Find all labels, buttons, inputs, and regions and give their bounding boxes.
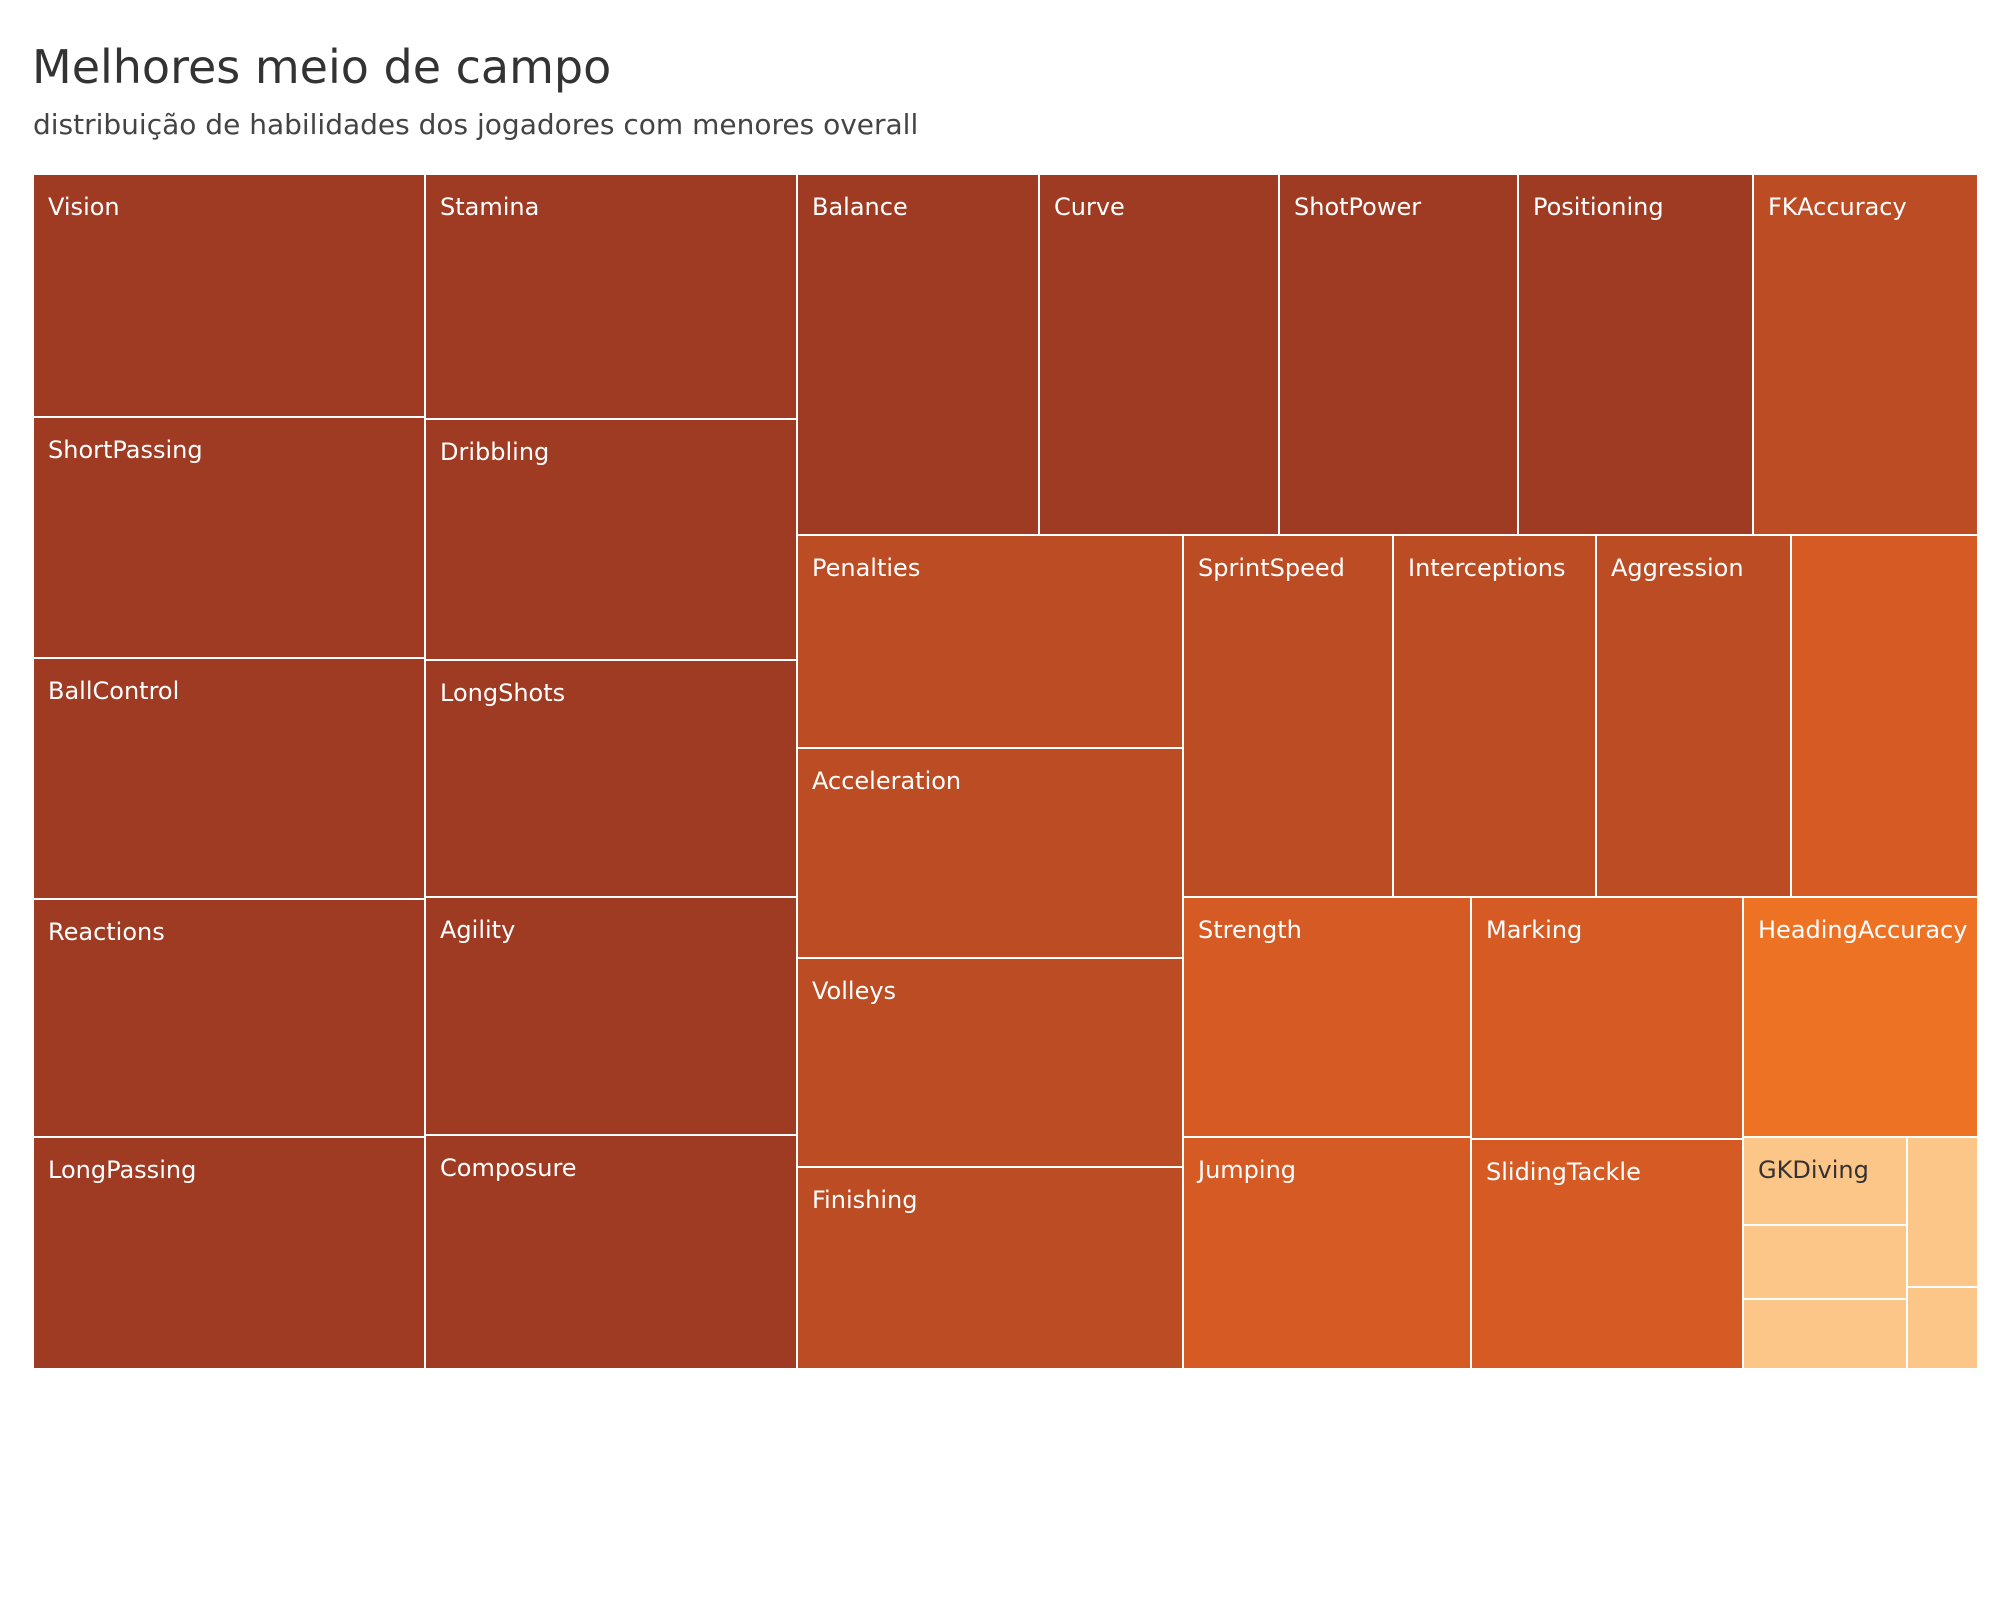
- treemap-cell-rect: [32, 657, 426, 900]
- treemap-cell-curve[interactable]: Curve: [1038, 173, 1280, 536]
- treemap-cell-label: Volleys: [812, 977, 896, 1005]
- treemap-cell-label: Acceleration: [812, 767, 961, 795]
- treemap-cell-longpassing[interactable]: LongPassing: [32, 1136, 426, 1370]
- treemap-cell-unlabeled[interactable]: [1742, 1298, 1908, 1370]
- treemap-cell-gkdiving[interactable]: GKDiving: [1742, 1136, 1908, 1226]
- treemap-cell-label: Dribbling: [440, 438, 549, 466]
- treemap-cell-label: Finishing: [812, 1186, 917, 1214]
- treemap-cell-vision[interactable]: Vision: [32, 173, 426, 418]
- treemap-cell-label: ShortPassing: [48, 436, 203, 464]
- treemap-cell-rect: [1595, 534, 1792, 898]
- treemap-cell-unlabeled[interactable]: [1906, 1286, 1979, 1370]
- treemap-cell-label: Strength: [1198, 916, 1302, 944]
- treemap-cell-rect: [796, 1166, 1184, 1370]
- treemap-cell-rect: [1182, 534, 1394, 898]
- treemap-cell-label: Aggression: [1611, 554, 1744, 582]
- treemap-cell-rect: [1470, 896, 1744, 1140]
- treemap-cell-label: Vision: [48, 193, 120, 221]
- treemap-cell-rect: [1906, 1136, 1979, 1288]
- treemap-cell-balance[interactable]: Balance: [796, 173, 1040, 536]
- treemap-cell-rect: [1906, 1286, 1979, 1370]
- treemap-cell-rect: [1752, 173, 1979, 536]
- treemap-cell-label: SprintSpeed: [1198, 554, 1345, 582]
- treemap-cell-composure[interactable]: Composure: [424, 1134, 798, 1370]
- treemap-cell-unlabeled[interactable]: [1742, 1224, 1908, 1300]
- treemap-cell-headingaccuracy[interactable]: HeadingAccuracy: [1742, 896, 1979, 1138]
- treemap-cell-shortpassing[interactable]: ShortPassing: [32, 416, 426, 659]
- treemap-cell-volleys[interactable]: Volleys: [796, 957, 1184, 1168]
- treemap-cell-label: FKAccuracy: [1768, 193, 1907, 221]
- treemap-cell-label: Curve: [1054, 193, 1125, 221]
- treemap-cell-unlabeled[interactable]: [1790, 534, 1979, 898]
- treemap-cell-rect: [1470, 1138, 1744, 1370]
- treemap-cell-agility[interactable]: Agility: [424, 896, 798, 1136]
- treemap-cell-rect: [796, 173, 1040, 536]
- treemap-cell-label: Agility: [440, 916, 515, 944]
- treemap-cell-label: BallControl: [48, 677, 179, 705]
- treemap-cell-rect: [424, 418, 798, 661]
- treemap-cell-rect: [32, 898, 426, 1138]
- treemap-cell-acceleration[interactable]: Acceleration: [796, 747, 1184, 959]
- treemap-cell-label: Interceptions: [1408, 554, 1565, 582]
- treemap-cell-label: HeadingAccuracy: [1758, 916, 1967, 944]
- treemap-cell-marking[interactable]: Marking: [1470, 896, 1744, 1140]
- treemap-cell-rect: [1517, 173, 1754, 536]
- treemap-cell-label: GKDiving: [1758, 1156, 1869, 1184]
- chart-title: Melhores meio de campo: [32, 40, 612, 94]
- treemap-cell-rect: [796, 747, 1184, 959]
- treemap-cell-label: SlidingTackle: [1486, 1158, 1641, 1186]
- treemap-cell-rect: [1392, 534, 1597, 898]
- treemap-cell-ballcontrol[interactable]: BallControl: [32, 657, 426, 900]
- treemap-cell-rect: [1742, 1298, 1908, 1370]
- treemap-cell-label: Stamina: [440, 193, 539, 221]
- chart-subtitle: distribuição de habilidades dos jogadore…: [33, 108, 919, 141]
- treemap-cell-label: LongShots: [440, 679, 565, 707]
- treemap-cell-rect: [424, 1134, 798, 1370]
- treemap-cell-label: Penalties: [812, 554, 920, 582]
- treemap-cell-label: Composure: [440, 1154, 577, 1182]
- treemap-cell-slidingtackle[interactable]: SlidingTackle: [1470, 1138, 1744, 1370]
- treemap-cell-rect: [1038, 173, 1280, 536]
- treemap-cell-aggression[interactable]: Aggression: [1595, 534, 1792, 898]
- treemap-cell-rect: [1742, 1224, 1908, 1300]
- treemap-cell-unlabeled[interactable]: [1906, 1136, 1979, 1288]
- treemap-cell-rect: [1790, 534, 1979, 898]
- treemap-cell-rect: [1742, 896, 1979, 1138]
- treemap-cell-label: Reactions: [48, 918, 165, 946]
- treemap-cell-label: LongPassing: [48, 1156, 196, 1184]
- treemap-cell-label: Marking: [1486, 916, 1582, 944]
- treemap-cell-penalties[interactable]: Penalties: [796, 534, 1184, 749]
- treemap-cell-reactions[interactable]: Reactions: [32, 898, 426, 1138]
- treemap-cell-sprintspeed[interactable]: SprintSpeed: [1182, 534, 1394, 898]
- treemap-cell-stamina[interactable]: Stamina: [424, 173, 798, 420]
- treemap-cell-fkaccuracy[interactable]: FKAccuracy: [1752, 173, 1979, 536]
- treemap-cell-label: Jumping: [1196, 1156, 1296, 1184]
- treemap-cell-interceptions[interactable]: Interceptions: [1392, 534, 1597, 898]
- treemap-cell-rect: [796, 957, 1184, 1168]
- treemap-cell-positioning[interactable]: Positioning: [1517, 173, 1754, 536]
- treemap-cell-rect: [1278, 173, 1519, 536]
- treemap-cell-finishing[interactable]: Finishing: [796, 1166, 1184, 1370]
- treemap-cell-strength[interactable]: Strength: [1182, 896, 1472, 1138]
- treemap-cell-longshots[interactable]: LongShots: [424, 659, 798, 898]
- treemap-cell-shotpower[interactable]: ShotPower: [1278, 173, 1519, 536]
- treemap-cell-rect: [32, 1136, 426, 1370]
- treemap-cell-label: Balance: [812, 193, 908, 221]
- treemap-cell-label: Positioning: [1533, 193, 1664, 221]
- treemap-cell-rect: [796, 534, 1184, 749]
- treemap-cell-rect: [424, 173, 798, 420]
- treemap-cell-dribbling[interactable]: Dribbling: [424, 418, 798, 661]
- treemap-cell-rect: [424, 659, 798, 898]
- treemap-cell-jumping[interactable]: Jumping: [1182, 1136, 1472, 1370]
- treemap-cell-label: ShotPower: [1294, 193, 1421, 221]
